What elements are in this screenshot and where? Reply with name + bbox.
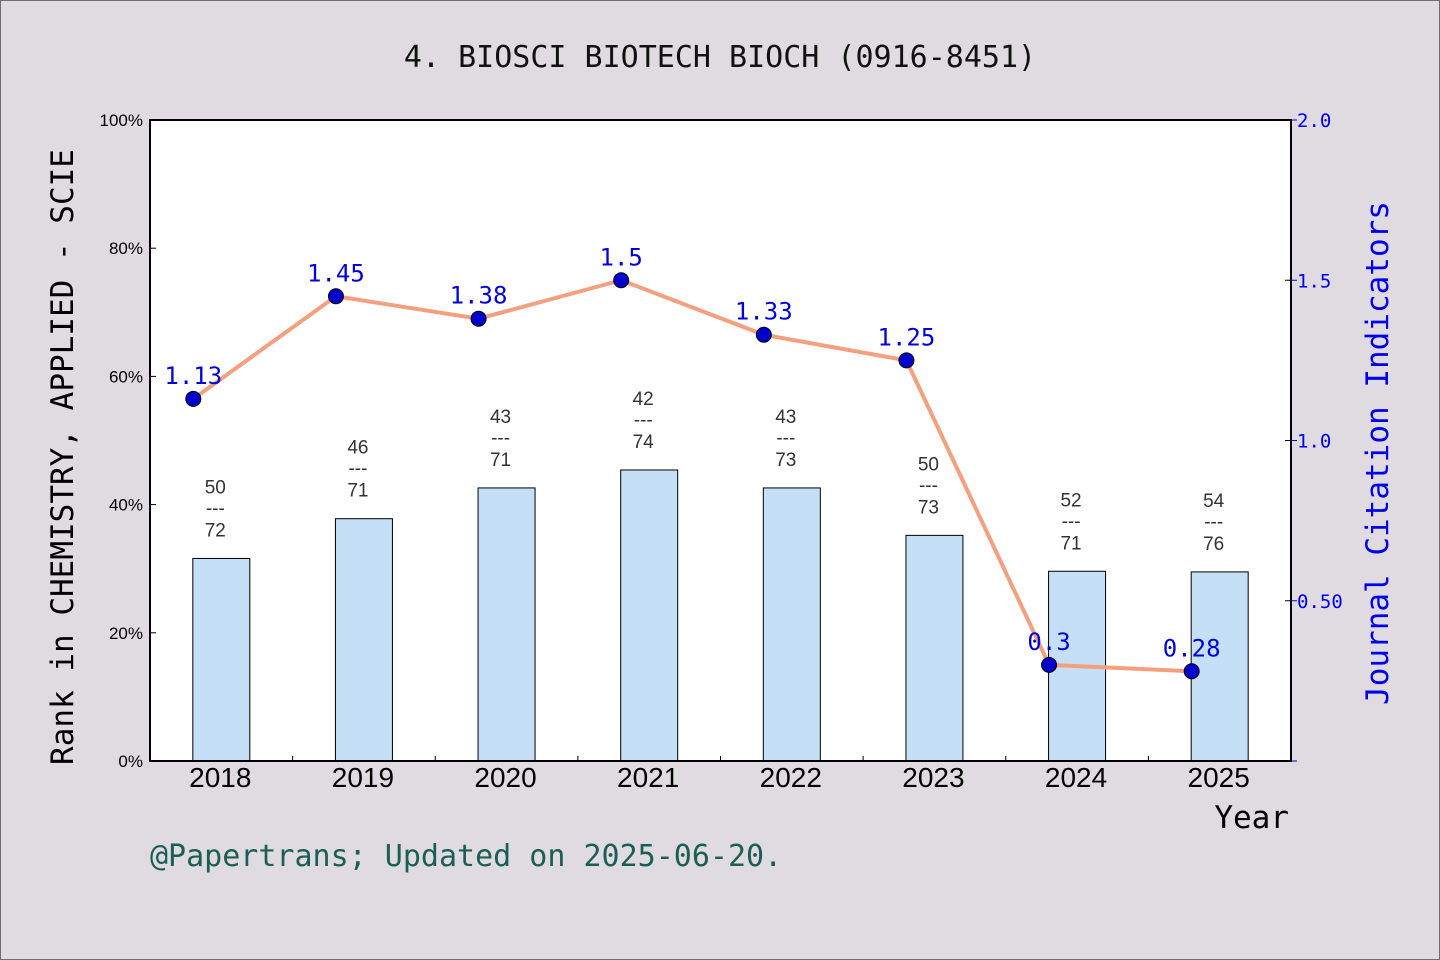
jci-label-2021: 1.5	[600, 243, 643, 271]
rank-total-2021: 74	[633, 432, 655, 453]
left-tick-label: 0%	[118, 752, 143, 771]
x-axis-title: Year	[1214, 800, 1289, 836]
rank-total-2023: 73	[918, 497, 939, 518]
rank-separator-2022: ---	[776, 428, 795, 449]
rank-label-2023: 50	[918, 454, 939, 475]
chart-title: 4. BIOSCI BIOTECH BIOCH (0916-8451)	[404, 40, 1036, 75]
bar-2025	[1190, 571, 1249, 762]
jci-label-2022: 1.33	[735, 298, 793, 326]
rank-separator-2025: ---	[1204, 512, 1223, 533]
jci-label-2024: 0.3	[1027, 628, 1070, 656]
right-tick-label: 1.0	[1297, 431, 1331, 453]
rank-label-2021: 42	[633, 389, 654, 410]
jci-label-2025: 0.28	[1163, 634, 1221, 662]
rank-total-2018: 72	[205, 520, 226, 541]
x-tick-label-2024: 2024	[1045, 762, 1107, 793]
jci-point-2023	[898, 352, 915, 369]
jci-point-2020	[470, 310, 487, 327]
right-axis-title: Journal Citation Indicators	[1360, 201, 1396, 705]
rank-separator-2019: ---	[348, 459, 367, 480]
rank-label-2022: 43	[775, 407, 796, 428]
x-tick-label-2023: 2023	[902, 762, 964, 793]
jci-label-2020: 1.38	[450, 282, 508, 310]
right-tick-label: 1.5	[1297, 270, 1331, 292]
x-tick-label-2019: 2019	[332, 762, 394, 793]
jci-point-2025	[1183, 663, 1200, 680]
left-tick-label: 40%	[109, 496, 143, 515]
right-tick-label: 0.50	[1297, 591, 1343, 613]
rank-separator-2021: ---	[634, 410, 653, 431]
rank-total-2020: 71	[490, 450, 511, 471]
left-tick-label: 20%	[109, 624, 143, 643]
x-tick-label-2021: 2021	[617, 762, 679, 793]
left-axis-ticks: 0% 20% 40% 60% 80% 100%	[100, 111, 156, 771]
bar-2023	[905, 534, 964, 762]
plot-area	[150, 120, 1291, 761]
x-tick-label-2020: 2020	[474, 762, 536, 793]
jci-point-2024	[1041, 656, 1058, 673]
x-tick-label-2018: 2018	[189, 762, 251, 793]
right-tick-label: 2.0	[1297, 110, 1331, 132]
jci-label-2023: 1.25	[878, 323, 936, 351]
left-tick-label: 100%	[100, 111, 143, 130]
rank-separator-2020: ---	[491, 428, 510, 449]
jci-line	[192, 278, 1192, 674]
rank-label-2024: 52	[1060, 490, 1081, 511]
jci-label-2018: 1.13	[164, 362, 222, 390]
jci-point-2019	[327, 288, 344, 305]
rank-separator-2023: ---	[919, 475, 938, 496]
footer-note: @Papertrans; Updated on 2025-06-20.	[150, 839, 782, 874]
left-tick-label: 80%	[109, 239, 143, 258]
rank-label-2018: 50	[205, 477, 226, 498]
rank-total-2019: 71	[347, 481, 368, 502]
rank-total-2024: 71	[1060, 533, 1081, 554]
rank-label-2020: 43	[490, 407, 511, 428]
jci-point-2021	[613, 272, 630, 289]
bar-2021	[620, 469, 679, 762]
bar-2022	[762, 487, 821, 762]
rank-total-2022: 73	[775, 450, 796, 471]
jci-point-2022	[755, 326, 772, 343]
bar-2020	[477, 487, 536, 762]
rank-label-2025: 54	[1203, 491, 1225, 512]
left-tick-label: 60%	[109, 367, 143, 386]
jci-label-2019: 1.45	[307, 259, 365, 287]
x-axis-ticks: 2018 2019 2020 2021 2022 2023 2024 2025	[149, 756, 1292, 793]
rank-separator-2018: ---	[206, 498, 225, 519]
rank-label-2019: 46	[347, 438, 368, 459]
rank-total-2025: 76	[1203, 534, 1224, 555]
x-tick-label-2022: 2022	[760, 762, 822, 793]
x-tick-label-2025: 2025	[1188, 762, 1250, 793]
right-axis-ticks: 0.50 1.0 1.5 2.0	[1285, 110, 1343, 762]
left-axis-title: Rank in CHEMISTRY, APPLIED - SCIE	[45, 149, 81, 765]
line-layer	[185, 272, 1200, 680]
rank-separator-2024: ---	[1062, 511, 1081, 532]
jci-point-2018	[185, 390, 202, 407]
bar-2019	[334, 518, 393, 762]
bar-2018	[192, 557, 251, 762]
